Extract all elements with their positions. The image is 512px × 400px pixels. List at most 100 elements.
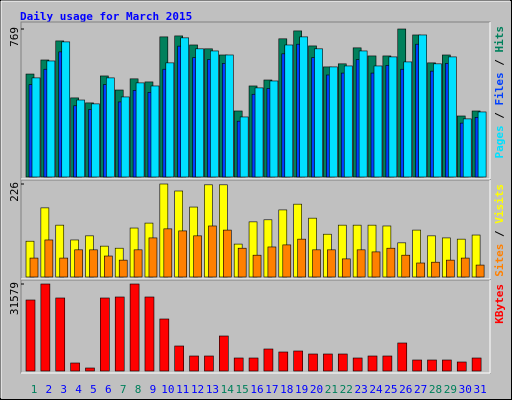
x-tick-label: 6 [105, 383, 112, 396]
bar [446, 259, 455, 278]
bar [460, 257, 470, 278]
bar [70, 362, 80, 372]
bar [239, 116, 249, 178]
bar [269, 80, 279, 178]
bar [189, 355, 199, 372]
x-tick-label: 16 [250, 383, 263, 396]
bar [29, 257, 39, 278]
bar [308, 353, 318, 372]
bar [356, 249, 366, 278]
x-tick-label: 23 [355, 383, 368, 396]
bar [293, 350, 303, 372]
bar [219, 335, 229, 372]
bar [427, 359, 437, 372]
x-tick-label: 27 [414, 383, 427, 396]
bar [337, 353, 348, 372]
x-tick-label: 9 [150, 383, 157, 396]
bar [401, 254, 411, 278]
bar [462, 118, 472, 178]
bar [475, 264, 485, 278]
bar [74, 249, 83, 278]
bar [61, 41, 71, 178]
legend: Sites / Visits [493, 184, 506, 277]
bar [456, 361, 467, 372]
bar [118, 259, 128, 278]
x-tick-label: 14 [221, 383, 235, 396]
legend-separator: / [493, 106, 506, 126]
bar [133, 249, 143, 278]
bar [120, 96, 130, 178]
bar [299, 36, 308, 178]
x-tick-label: 11 [176, 383, 189, 396]
chart-title: Daily usage for March 2015 [20, 10, 192, 23]
x-tick-label: 20 [310, 383, 323, 396]
bar [195, 48, 204, 178]
bar [278, 351, 289, 372]
bar [397, 342, 408, 372]
bar [371, 251, 381, 278]
legend-entry: Sites [493, 244, 506, 277]
bar [358, 50, 368, 178]
bar [174, 345, 184, 372]
bar [412, 359, 422, 372]
bar [223, 229, 232, 278]
bar [329, 66, 338, 178]
x-tick-label: 3 [60, 383, 67, 396]
bar [237, 247, 247, 278]
bar [248, 357, 259, 372]
y-tick-label: 769 [8, 27, 21, 47]
legend-entry: Hits [493, 26, 506, 53]
bar [165, 62, 175, 178]
bar [210, 50, 219, 178]
bar [76, 99, 85, 178]
y-tick-label: 31579 [8, 282, 21, 315]
x-tick-label: 12 [191, 383, 204, 396]
legend: Pages / Files / Hits [493, 26, 506, 159]
bar [352, 357, 363, 372]
bar [59, 257, 69, 278]
bar [91, 103, 100, 178]
bar [150, 85, 160, 178]
bar [343, 65, 353, 178]
legend: KBytes [493, 284, 506, 324]
legend-separator: / [493, 53, 506, 73]
bar [114, 296, 125, 372]
x-tick-label: 22 [340, 383, 353, 396]
bar [442, 359, 452, 372]
bar [254, 87, 264, 178]
bar [104, 255, 113, 278]
bar [40, 283, 51, 372]
bar [314, 48, 323, 178]
bar [297, 238, 306, 278]
x-tick-label: 17 [265, 383, 278, 396]
bar [416, 262, 425, 278]
x-tick-label: 19 [295, 383, 308, 396]
bar [282, 244, 292, 278]
bar [382, 355, 393, 372]
bar [25, 299, 36, 372]
x-tick-label: 18 [280, 383, 293, 396]
x-tick-label: 1 [31, 383, 38, 396]
bar [204, 355, 214, 372]
bar [89, 249, 98, 278]
bar [225, 54, 234, 178]
bar [148, 237, 158, 278]
x-tick-label: 30 [459, 383, 472, 396]
bar [129, 283, 140, 372]
y-tick-label: 226 [8, 182, 21, 202]
x-tick-label: 8 [135, 383, 142, 396]
bar [85, 367, 95, 372]
bar [448, 56, 457, 178]
x-tick-label: 15 [236, 383, 249, 396]
x-tick-label: 25 [384, 383, 397, 396]
bar [373, 65, 383, 178]
x-tick-label: 13 [206, 383, 219, 396]
x-tick-label: 2 [46, 383, 53, 396]
x-tick-label: 28 [429, 383, 442, 396]
bar [367, 355, 378, 372]
legend-entry: KBytes [493, 284, 506, 324]
bar [44, 239, 54, 278]
legend-entry: Files [493, 72, 506, 105]
bar [341, 258, 351, 278]
